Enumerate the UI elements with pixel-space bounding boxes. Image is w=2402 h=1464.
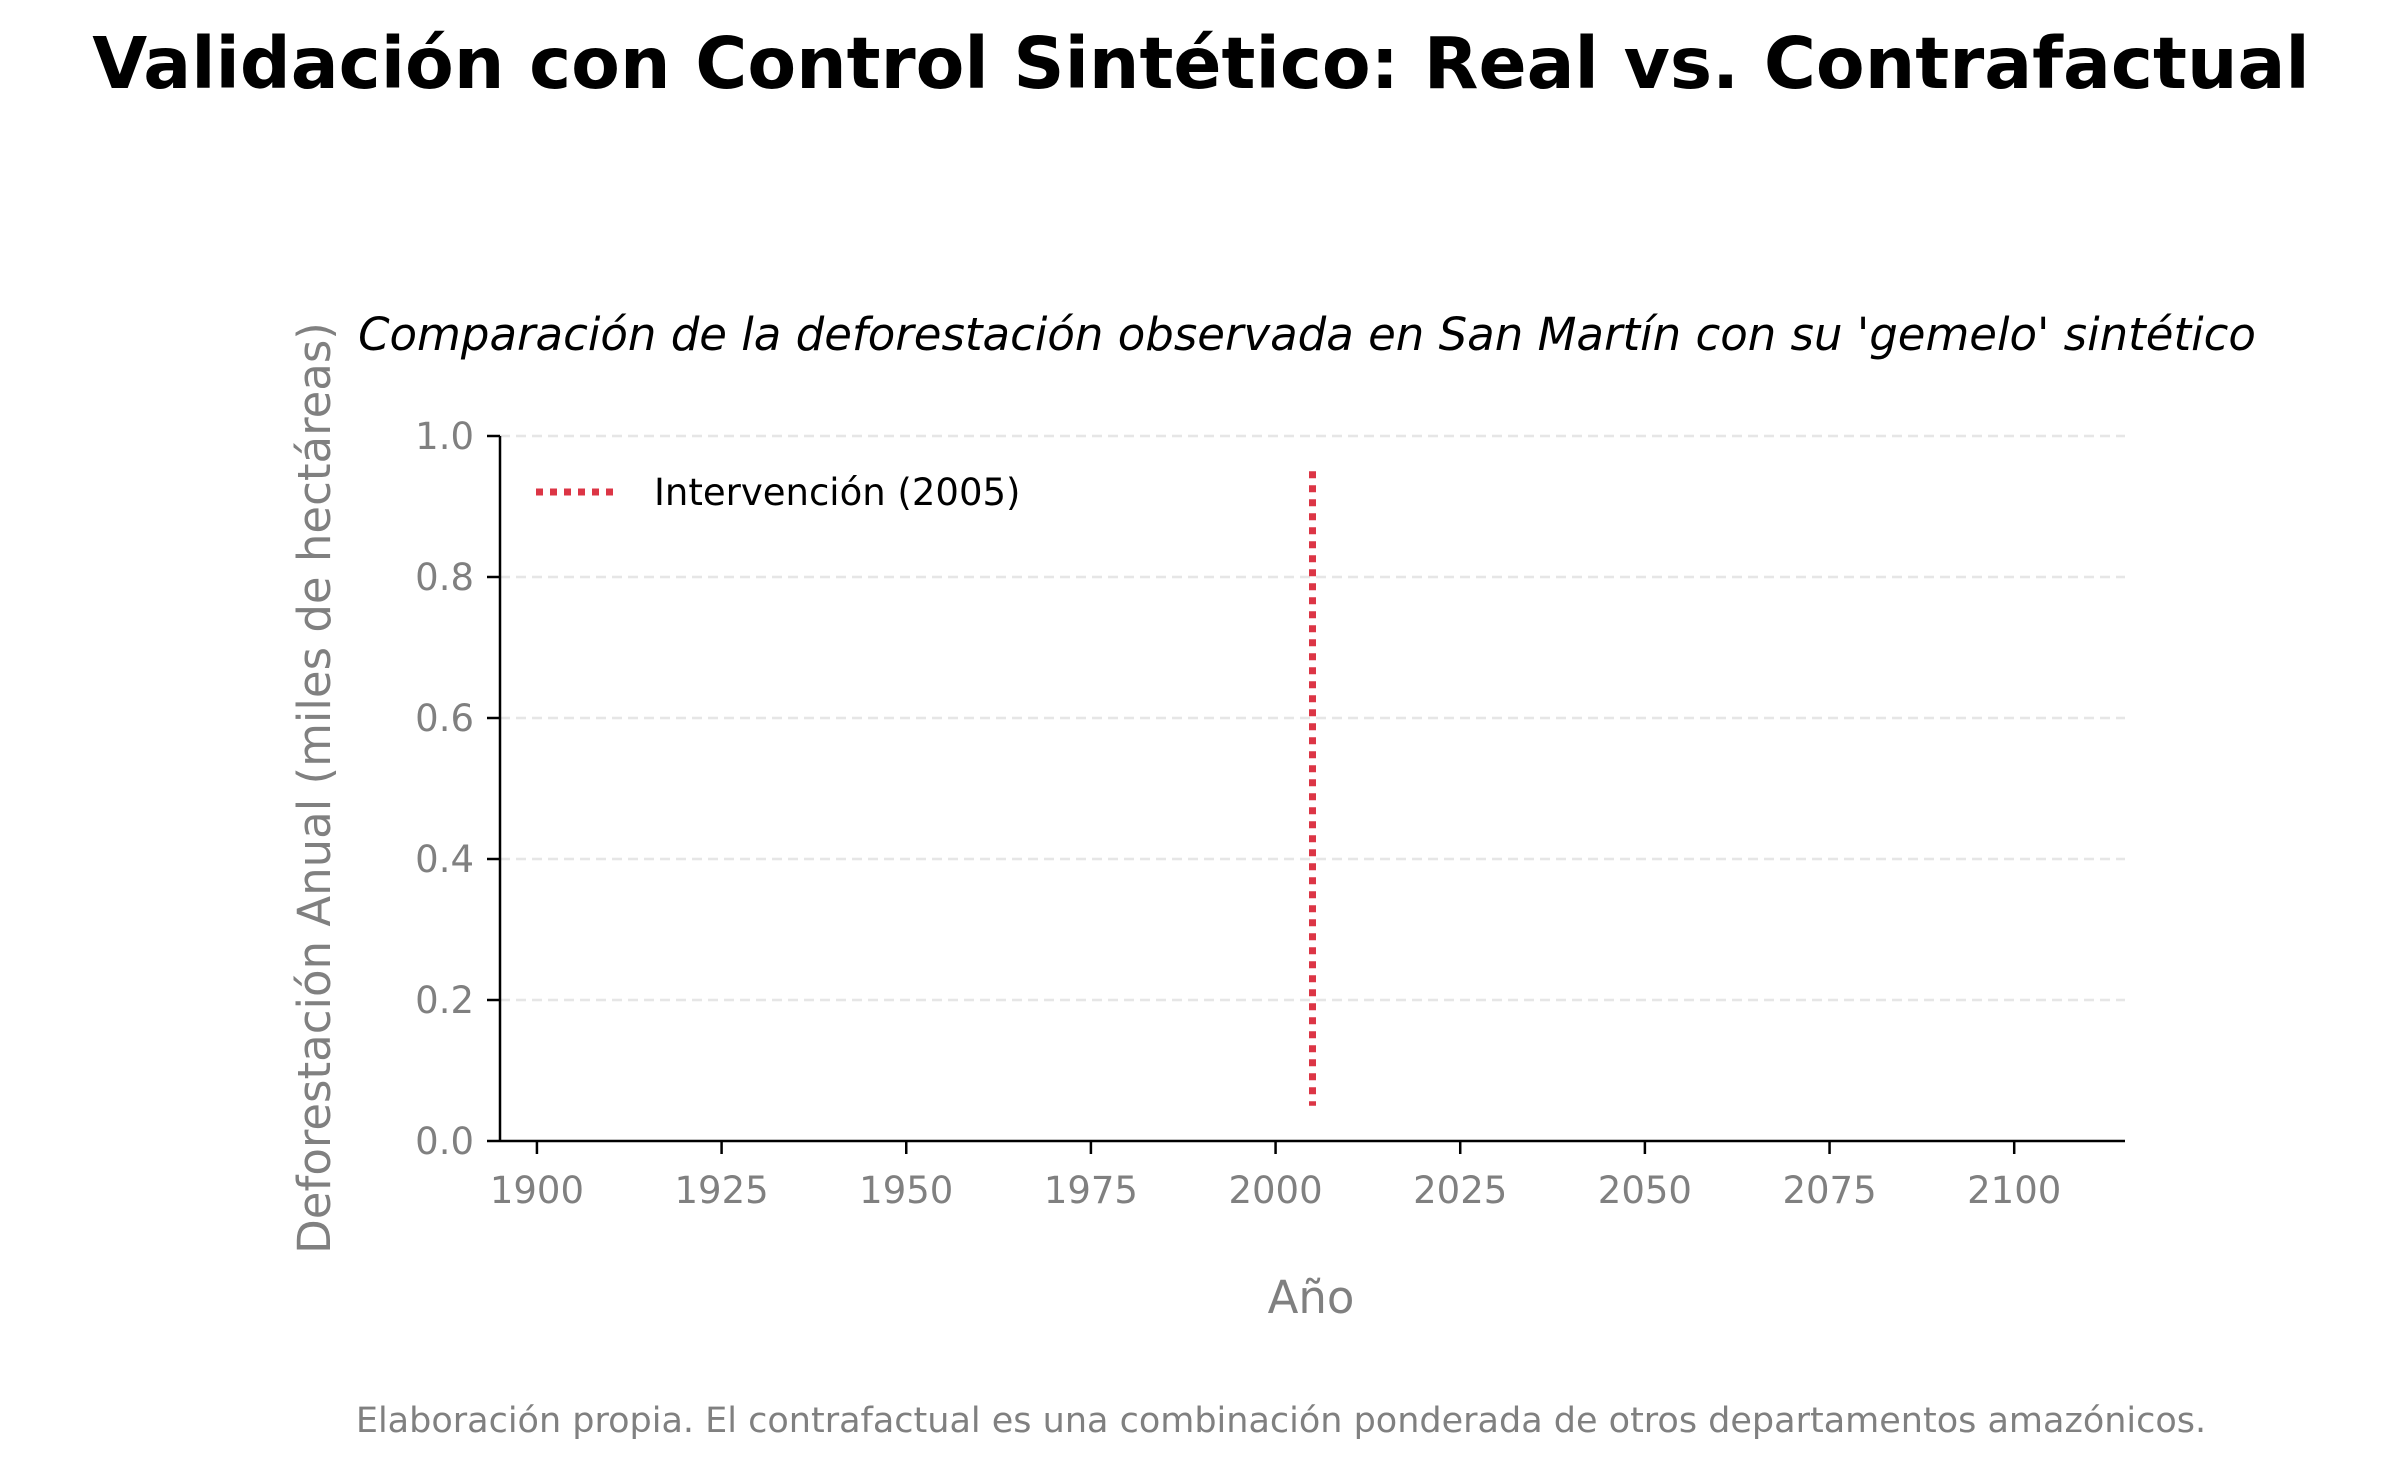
- x-axis-label: Año: [1268, 1271, 1355, 1324]
- y-tick-label: 0.8: [415, 556, 474, 599]
- x-tick-label: 1900: [490, 1169, 584, 1212]
- x-axis-ticks: 1900 1925 1950 1975 2000 2025 2050 2075 2100: [490, 1141, 2061, 1212]
- y-tick-label: 0.4: [415, 838, 474, 881]
- source-note: Elaboración propia. El contrafactual es …: [356, 1401, 2206, 1441]
- x-tick-label: 1925: [675, 1169, 769, 1212]
- chart-title: Validación con Control Sintético: Real v…: [92, 22, 2310, 105]
- legend: Intervención (2005): [536, 471, 1020, 514]
- x-tick-label: 2100: [1967, 1169, 2061, 1212]
- x-tick-label: 2050: [1598, 1169, 1692, 1212]
- y-axis-ticks: 0.0 0.2 0.4 0.6 0.8 1.0: [415, 415, 500, 1163]
- y-tick-label: 1.0: [415, 415, 474, 458]
- x-tick-label: 1975: [1044, 1169, 1138, 1212]
- chart-subtitle: Comparación de la deforestación observad…: [358, 308, 2256, 361]
- grid-lines: [500, 434, 2125, 1002]
- x-tick-label: 2025: [1413, 1169, 1507, 1212]
- x-tick-label: 1950: [859, 1169, 953, 1212]
- y-tick-label: 0.2: [415, 979, 474, 1022]
- x-tick-label: 2000: [1228, 1169, 1322, 1212]
- y-axis-label: Deforestación Anual (miles de hectáreas): [288, 322, 341, 1254]
- x-tick-label: 2075: [1782, 1169, 1876, 1212]
- y-tick-label: 0.6: [415, 697, 474, 740]
- axes: [498, 436, 2125, 1143]
- legend-label-intervention: Intervención (2005): [654, 471, 1020, 514]
- y-tick-label: 0.0: [415, 1120, 474, 1163]
